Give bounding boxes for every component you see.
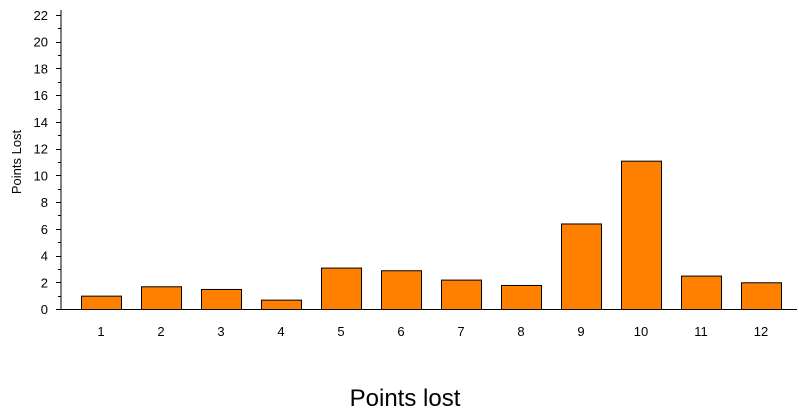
y-tick-label: 20: [34, 35, 48, 50]
y-tick-label: 4: [41, 249, 48, 264]
x-tick-label: 7: [457, 324, 464, 339]
y-tick-label: 10: [34, 168, 48, 183]
bar-12: [741, 282, 782, 311]
y-tick-label: 18: [34, 61, 48, 76]
bar-7: [441, 279, 482, 311]
x-tick-label: 4: [277, 324, 284, 339]
bar-5: [321, 267, 362, 310]
y-tick-label: 12: [34, 142, 48, 157]
bar-11: [681, 275, 722, 311]
x-tick-label: 1: [97, 324, 104, 339]
y-axis: 0 2 4 6 8 10 12 14 16 18 20 22: [34, 8, 62, 317]
bars: [81, 160, 782, 311]
y-tick-label: 14: [34, 115, 48, 130]
y-axis-title: Points Lost: [9, 129, 24, 194]
x-axis: 1 2 3 4 5 6 7 8 9 10 11 12: [61, 309, 797, 339]
bar-8: [501, 284, 542, 311]
bar-9: [561, 223, 602, 311]
y-tick-label: 8: [41, 195, 48, 210]
y-tick-label: 22: [34, 8, 48, 23]
x-tick-label: 3: [217, 324, 224, 339]
y-tick-label: 16: [34, 88, 48, 103]
bar-6: [381, 270, 422, 310]
x-axis-title: Points lost: [350, 385, 461, 408]
y-tick-label: 2: [41, 275, 48, 290]
x-tick-label: 11: [694, 324, 708, 339]
x-tick-label: 2: [157, 324, 164, 339]
y-tick-label: 6: [41, 222, 48, 237]
bar-2: [141, 286, 182, 311]
x-tick-label: 8: [517, 324, 524, 339]
bar-10: [621, 160, 662, 310]
x-tick-label: 6: [397, 324, 404, 339]
y-tick-label: 0: [41, 302, 48, 317]
x-tick-label: 9: [577, 324, 584, 339]
x-tick-label: 5: [337, 324, 344, 339]
x-tick-label: 10: [634, 324, 648, 339]
bar-3: [201, 288, 242, 311]
bar-1: [81, 295, 122, 310]
bar-4: [261, 299, 302, 310]
x-tick-label: 12: [754, 324, 768, 339]
